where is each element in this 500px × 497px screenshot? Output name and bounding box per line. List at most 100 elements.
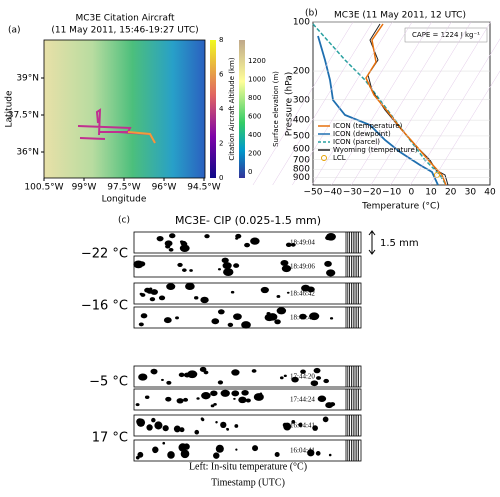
particle — [230, 290, 235, 294]
particle — [158, 295, 166, 301]
particle — [182, 268, 187, 272]
particle — [309, 312, 320, 321]
temperature-label: −16 °C — [81, 299, 128, 314]
particle — [149, 287, 153, 291]
particle — [179, 244, 190, 253]
particle — [310, 380, 319, 387]
particle — [291, 376, 299, 383]
skewt-curves — [313, 24, 448, 185]
particle — [299, 313, 307, 320]
y-tick-label: 100 — [293, 18, 310, 28]
skew-line — [252, 21, 354, 186]
particle — [283, 374, 287, 378]
temperature-label: −5 °C — [89, 375, 128, 390]
x-tick-label: 99°W — [72, 183, 97, 193]
particle — [135, 403, 140, 407]
particle — [329, 317, 334, 320]
colorbar-tick-label: 600 — [248, 113, 261, 121]
colorbar-tick-label: 0 — [219, 174, 223, 182]
particle — [326, 269, 336, 277]
particle — [276, 307, 287, 315]
y-tick-label: 400 — [293, 116, 310, 126]
particle — [282, 422, 288, 428]
particle — [325, 235, 332, 241]
particle — [136, 418, 144, 426]
x-axis-label: Temperature (°C) — [361, 202, 440, 212]
particle — [204, 234, 210, 239]
particle — [315, 451, 321, 456]
colorbar-tick-label: 8 — [219, 36, 223, 44]
x-tick-label: 20 — [445, 188, 457, 198]
cape-annotation: CAPE = 1224 J kg⁻¹ — [412, 31, 480, 39]
particle — [245, 398, 251, 403]
map-subtitle: (11 May 2011, 15:46-19:27 UTC) — [51, 26, 198, 36]
x-tick-label: 100.5°W — [24, 183, 63, 193]
scale-arrow — [368, 230, 376, 255]
particle — [285, 242, 292, 247]
particle — [325, 402, 334, 409]
particle — [149, 297, 156, 302]
map-terrain — [43, 39, 206, 179]
particle — [175, 316, 179, 320]
particle — [260, 286, 269, 294]
particle — [241, 389, 249, 396]
particle — [313, 367, 321, 374]
particle — [138, 322, 144, 327]
particle — [231, 390, 240, 397]
skew-line — [311, 21, 413, 186]
skew-line — [410, 38, 500, 186]
particle — [233, 313, 242, 321]
particle — [210, 390, 218, 397]
flight-track-segment — [127, 131, 156, 144]
scale-label: 1.5 mm — [380, 238, 419, 249]
particle — [215, 444, 224, 453]
x-tick-label: 40 — [484, 188, 496, 198]
particle — [179, 427, 185, 433]
particle — [135, 455, 140, 460]
x-tick-label: 96°W — [152, 183, 177, 193]
legend-label: LCL — [333, 154, 346, 162]
particle — [213, 452, 220, 459]
particle — [168, 247, 174, 252]
particle — [217, 268, 221, 271]
dewpoint-curve — [318, 36, 438, 185]
particle — [140, 293, 146, 297]
panel-label: (b) — [305, 9, 318, 19]
particle — [266, 311, 271, 316]
particle — [180, 449, 190, 459]
particle — [312, 425, 318, 431]
colorbar-tick-label: 1000 — [248, 76, 266, 84]
particle — [259, 392, 263, 395]
particle — [267, 313, 278, 321]
colorbar-tick-label: 200 — [248, 150, 261, 158]
cip-strip — [133, 414, 362, 437]
particle — [233, 397, 236, 400]
particle — [166, 380, 172, 385]
particle — [185, 282, 195, 291]
legend-label: Wyoming (temperature) — [333, 146, 418, 154]
colorbar-tick-label: 1200 — [248, 57, 266, 65]
particle — [211, 318, 220, 325]
x-axis-label: Longitude — [102, 195, 147, 205]
colorbar-label: Citation Aircraft Altitude (km) — [228, 57, 236, 160]
particle — [233, 263, 240, 268]
timestamp: 17:44:24 — [290, 396, 315, 404]
particle — [215, 421, 218, 424]
y-tick-label: 37.5°N — [8, 111, 39, 121]
particle — [183, 443, 190, 450]
skew-line — [370, 21, 472, 186]
timestamp: 16:04:41 — [290, 447, 315, 455]
particle — [223, 268, 234, 277]
x-tick-label: −40 — [323, 188, 342, 198]
particle — [217, 380, 224, 385]
particle — [144, 395, 150, 400]
x-tick-label: −20 — [363, 188, 382, 198]
particle — [300, 369, 306, 374]
particle — [322, 416, 329, 423]
particle — [146, 424, 153, 431]
particle — [138, 373, 148, 381]
particle — [187, 370, 198, 379]
particle — [291, 419, 296, 424]
particle — [178, 372, 185, 378]
